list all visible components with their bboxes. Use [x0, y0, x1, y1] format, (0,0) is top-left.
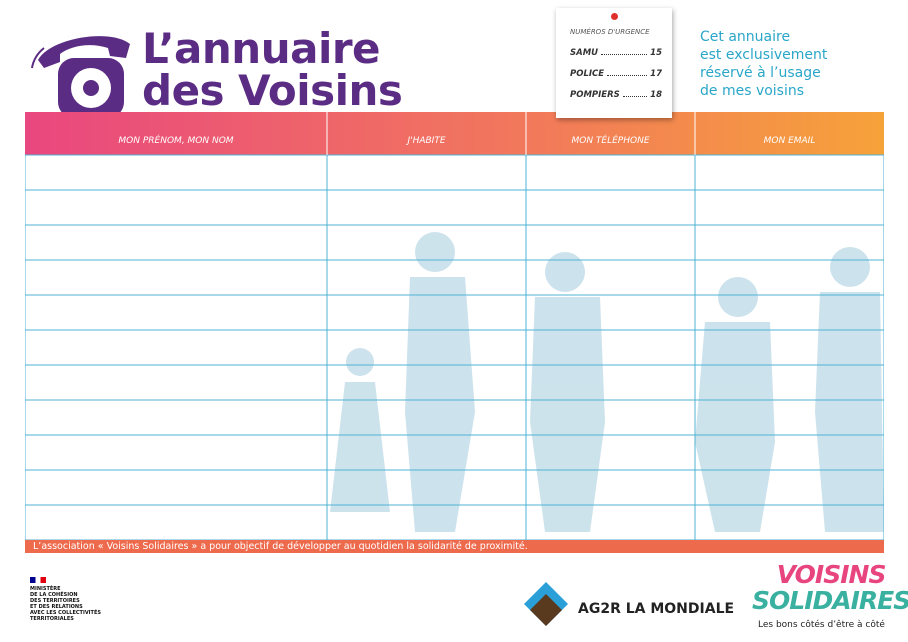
note-line: Cet annuaire: [700, 29, 791, 45]
flag: [30, 577, 46, 583]
title: L’annuaire des Voisins: [142, 24, 403, 115]
title-line: des Voisins: [142, 66, 403, 115]
ministry-line: MINISTÈRE: [30, 586, 61, 592]
dots: [601, 48, 648, 55]
pin: [611, 13, 618, 20]
column-header: MON TÉLÉPHONE: [571, 134, 649, 146]
phone-icon: [31, 36, 130, 118]
emergency-label: SAMU: [570, 48, 599, 58]
ministry-logo: MINISTÈRE DE LA COHÉSION DES TERRITOIRES…: [30, 577, 101, 622]
brand-logo: VOISINS SOLIDAIRES: [752, 562, 908, 614]
ministry-line: DES TERRITOIRES: [30, 598, 80, 604]
note-line: de mes voisins: [700, 83, 805, 99]
emergency-title: NUMÉROS D'URGENCE: [570, 28, 650, 36]
emergency-number: 17: [650, 69, 662, 79]
brand-line: VOISINS: [776, 560, 887, 589]
tagline: Les bons côtés d’être à côté: [758, 620, 885, 630]
note: Cet annuaire est exclusivement réservé à…: [700, 28, 827, 100]
emergency-card: NUMÉROS D'URGENCE SAMU 15 POLICE 17 POMPIE…: [556, 8, 672, 118]
emergency-label: POMPIERS: [570, 90, 620, 100]
table-header: [25, 112, 884, 155]
emergency-label: POLICE: [570, 69, 605, 79]
table-body: MON PRÉNOM, MON NOM J'HABITE MON TÉLÉPHONE…: [25, 112, 884, 540]
directory-table: MON PRÉNOM, MON NOM J'HABITE MON TÉLÉPHONE…: [25, 112, 884, 540]
title-line: L’annuaire: [142, 24, 381, 73]
dots: [607, 69, 648, 76]
ministry-line: TERRITORIALES: [30, 616, 74, 622]
phone-ring: [31, 47, 45, 69]
emergency-item: SAMU 15: [570, 48, 662, 58]
silhouettes: [330, 232, 884, 532]
column-header: MON PRÉNOM, MON NOM: [118, 134, 233, 146]
column-header: MON EMAIL: [764, 136, 816, 146]
emergency-number: 18: [650, 90, 662, 100]
sponsor-name: AG2R LA MONDIALE: [578, 601, 735, 617]
emergency-number: 15: [650, 48, 662, 58]
phone-dial-center: [83, 80, 99, 96]
emergency-item: POLICE 17: [570, 69, 662, 79]
logo-diamond-inner: [530, 594, 562, 626]
ministry-line: ET DES RELATIONS: [30, 604, 83, 610]
ministry-line: DE LA COHÉSION: [30, 592, 78, 598]
note-line: est exclusivement: [700, 47, 828, 63]
emergency-item: POMPIERS 18: [570, 90, 662, 100]
sponsor-logo: [524, 582, 568, 626]
brand-line: SOLIDAIRES: [752, 586, 908, 615]
column-header: J'HABITE: [405, 136, 445, 146]
mission-banner: L’association « Voisins Solidaires » a p…: [25, 540, 884, 553]
phone-handset: [38, 36, 130, 68]
dots: [622, 90, 648, 97]
note-line: réservé à l’usage: [700, 65, 821, 81]
ministry-line: AVEC LES COLLECTIVITÉS: [30, 610, 101, 616]
